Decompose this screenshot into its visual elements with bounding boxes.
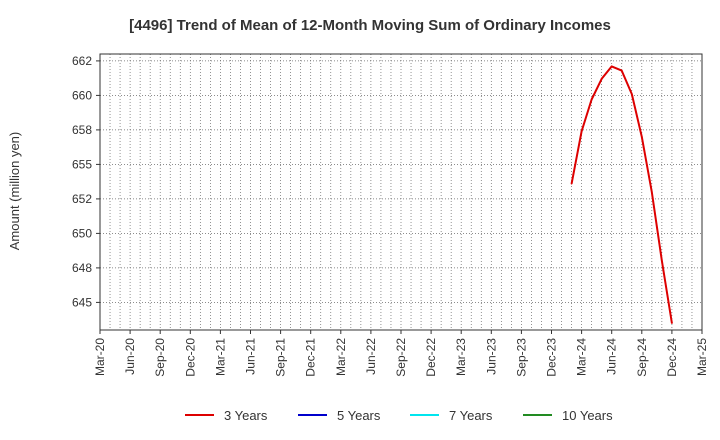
- data-point: [600, 78, 603, 80]
- y-tick-label: 658: [72, 123, 92, 137]
- x-tick-label: Mar-23: [454, 338, 468, 376]
- legend-label: 3 Years: [224, 408, 268, 423]
- data-point: [630, 93, 633, 95]
- x-tick-label: Sep-24: [635, 338, 649, 377]
- x-tick-label: Jun-22: [364, 338, 378, 375]
- x-tick-label: Jun-20: [123, 338, 137, 375]
- grid-layer: [100, 54, 702, 330]
- y-tick-layer: 645 648 650 652 655 658 660 662: [72, 54, 100, 309]
- x-tick-label: Dec-22: [424, 338, 438, 377]
- data-point: [610, 65, 613, 68]
- x-tick-layer: Mar-20 Jun-20 Sep-20 Dec-20 Mar-21 Jun-21 Sep-…: [93, 330, 709, 377]
- x-tick-label: Dec-21: [304, 338, 318, 377]
- y-tick-label: 645: [72, 295, 92, 309]
- chart-title: [4496] Trend of Mean of 12-Month Moving …: [129, 17, 611, 34]
- x-tick-label: Dec-23: [545, 338, 559, 377]
- x-tick-label: Sep-21: [274, 338, 288, 377]
- y-axis-label: Amount (million yen): [7, 132, 22, 251]
- legend: 3 Years 5 Years 7 Years 10 Years: [185, 408, 613, 423]
- x-tick-label: Sep-23: [514, 338, 528, 377]
- y-tick-label: 652: [72, 192, 92, 206]
- y-tick-label: 655: [72, 157, 92, 171]
- legend-label: 10 Years: [562, 408, 613, 423]
- x-tick-label: Dec-20: [183, 338, 197, 377]
- data-point: [590, 98, 593, 101]
- legend-item-5-years: 5 Years: [298, 408, 381, 423]
- x-tick-label: Mar-22: [334, 338, 348, 376]
- series-line-3-years: [570, 65, 673, 324]
- x-tick-label: Jun-21: [244, 338, 258, 375]
- legend-label: 7 Years: [449, 408, 493, 423]
- data-point: [651, 191, 653, 193]
- x-tick-label: Jun-24: [605, 338, 619, 375]
- series-layer: [570, 65, 673, 324]
- x-tick-label: Sep-20: [153, 338, 167, 377]
- data-point: [580, 130, 583, 133]
- legend-item-10-years: 10 Years: [523, 408, 613, 423]
- x-tick-label: Mar-24: [575, 338, 589, 376]
- y-tick-label: 660: [72, 88, 92, 102]
- data-point: [641, 136, 643, 138]
- y-tick-label: 650: [72, 226, 92, 240]
- y-tick-label: 662: [72, 54, 92, 68]
- x-tick-label: Dec-24: [665, 338, 679, 377]
- data-point: [661, 260, 663, 262]
- x-tick-label: Mar-21: [213, 338, 227, 376]
- legend-item-7-years: 7 Years: [410, 408, 493, 423]
- x-tick-label: Mar-25: [695, 338, 709, 376]
- data-point: [671, 322, 673, 324]
- legend-item-3-years: 3 Years: [185, 408, 268, 423]
- x-tick-label: Sep-22: [394, 338, 408, 377]
- data-point: [570, 182, 573, 185]
- data-point: [620, 69, 623, 72]
- y-tick-label: 648: [72, 261, 92, 275]
- legend-label: 5 Years: [337, 408, 381, 423]
- x-tick-label: Mar-20: [93, 338, 107, 376]
- x-tick-label: Jun-23: [484, 338, 498, 375]
